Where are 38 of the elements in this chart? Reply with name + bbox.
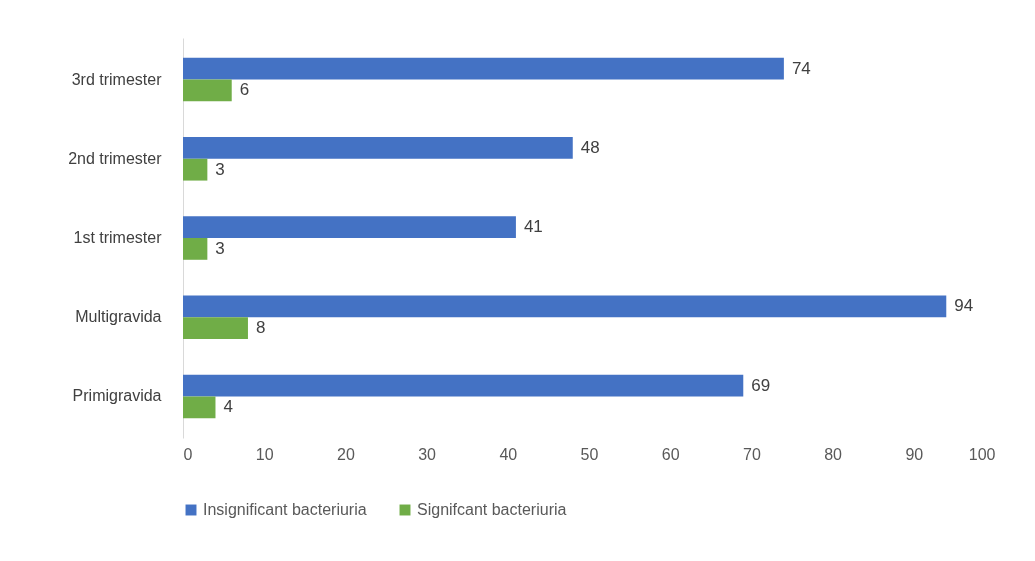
x-tick-label: 30 — [418, 445, 437, 463]
bar — [183, 137, 573, 159]
y-tick-label: 1st trimester — [73, 229, 163, 246]
x-tick-label: 90 — [905, 445, 924, 463]
data-label: 3 — [215, 159, 225, 179]
data-label: 41 — [523, 217, 543, 237]
x-tick-label: 100 — [968, 445, 996, 463]
bar — [183, 216, 516, 238]
x-tick-label: 20 — [337, 445, 355, 463]
x-tick-label: 60 — [661, 445, 680, 463]
legend-label: Signifcant bacteriuria — [417, 501, 567, 518]
x-tick-label: 80 — [824, 445, 843, 463]
bar — [183, 374, 744, 397]
y-tick-label: 2nd trimester — [68, 149, 163, 167]
data-label: 4 — [223, 397, 233, 417]
x-tick-label: 0 — [183, 445, 193, 463]
y-tick-label: Primigravida — [72, 387, 162, 405]
bar — [183, 57, 784, 80]
bar — [183, 396, 216, 419]
x-tick-label: 70 — [743, 445, 761, 463]
y-tick-label: Multigravida — [75, 308, 162, 326]
bar — [183, 158, 208, 181]
bar — [183, 317, 248, 339]
x-tick-label: 10 — [255, 445, 274, 463]
data-label: 3 — [215, 238, 225, 258]
data-label: 8 — [255, 318, 266, 338]
x-tick-label: 40 — [499, 445, 518, 463]
data-label: 69 — [751, 375, 771, 395]
y-tick-label: 3rd trimester — [71, 70, 163, 88]
bar — [183, 238, 208, 260]
data-label: 74 — [791, 58, 811, 78]
bar — [183, 79, 232, 102]
x-tick-label: 50 — [580, 445, 599, 463]
data-label: 94 — [954, 296, 974, 316]
legend-label: Insignificant bacteriuria — [203, 501, 367, 518]
data-label: 6 — [239, 80, 250, 100]
bar — [183, 295, 947, 318]
data-label: 48 — [580, 137, 600, 157]
